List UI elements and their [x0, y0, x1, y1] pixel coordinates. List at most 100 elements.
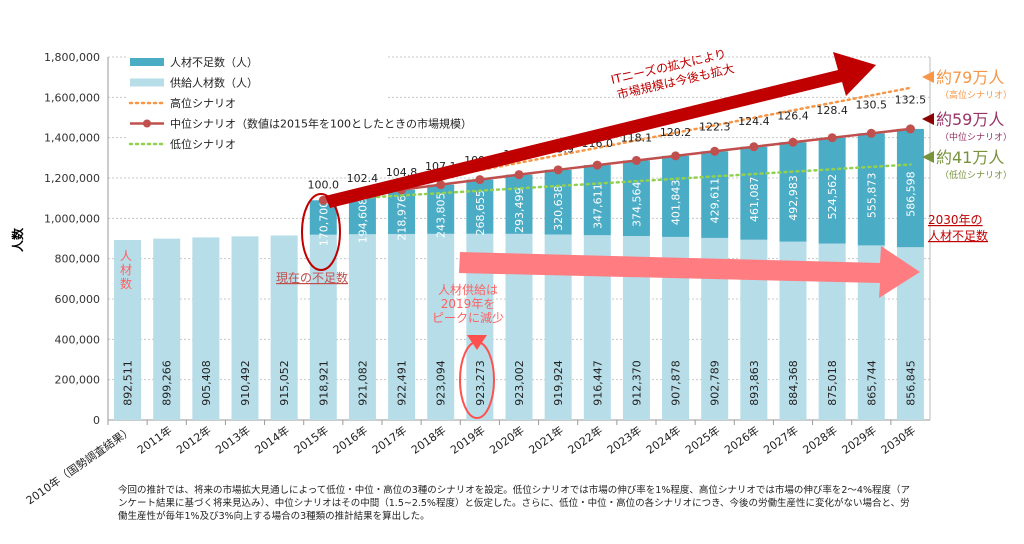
people-count-label: 人 [120, 249, 132, 263]
supply-bar [153, 238, 181, 420]
shortage-bar [701, 151, 729, 238]
shortage-bar [662, 155, 690, 237]
shortage-label: 194,608 [356, 198, 369, 244]
market-index-label: 128.4 [816, 104, 848, 117]
shortage-label: 374,564 [630, 181, 643, 227]
scenario-sub-label: （高位シナリオ） [940, 89, 1012, 101]
supply-label: 923,273 [474, 360, 487, 406]
current-shortage-label: 現在の不足数 [276, 270, 348, 285]
x-tick-label: 2030年 [878, 423, 918, 457]
shortage-label: 461,087 [748, 176, 761, 222]
shortage-label: 218,976 [396, 195, 409, 241]
y-tick-label: 1,000,000 [44, 212, 100, 225]
x-tick-label: 2018年 [408, 423, 448, 457]
x-tick-label: 2012年 [174, 423, 214, 457]
supply-peak-label: 人材供給は [438, 283, 498, 297]
supply-peak-label: ピークに減少 [432, 310, 504, 325]
scenario-value-label: 約41万人 [936, 148, 1004, 167]
supply-label: 907,878 [670, 360, 683, 406]
footnote: 今回の推計では、将来の市場拡大見通しによって低位・中位・高位の3種のシナリオを設… [118, 485, 910, 522]
y-tick-label: 600,000 [55, 293, 101, 306]
mid-scenario-marker [592, 160, 602, 170]
supply-label: 905,408 [200, 360, 213, 406]
legend-label: 低位シナリオ [170, 137, 236, 151]
supply-bar [192, 237, 220, 420]
mid-scenario-marker [553, 165, 563, 175]
shortage-label: 293,499 [513, 188, 526, 234]
market-index-label: 122.3 [699, 120, 731, 133]
shortage-2030-label-2: 人材不足数 [928, 228, 988, 243]
legend-marker [143, 119, 151, 128]
scenario-sub-label: （中位シナリオ） [940, 131, 1012, 143]
x-tick-label: 2028年 [800, 423, 840, 457]
supply-bar [388, 233, 416, 420]
shortage-bar [583, 165, 611, 236]
mid-scenario-marker [436, 180, 446, 190]
shortage-bar [388, 189, 416, 234]
scenario-value-label: 約79万人 [936, 68, 1004, 87]
x-tick-label: 2019年 [448, 423, 488, 457]
people-count-label: 数 [120, 276, 132, 291]
x-tick-label: 2015年 [291, 423, 331, 457]
mid-scenario-line [323, 127, 911, 202]
shortage-bar [622, 160, 650, 237]
market-index-label: 132.5 [895, 93, 927, 106]
high-scenario-line [322, 86, 912, 202]
shortage-label: 347,611 [591, 183, 604, 229]
y-tick-label: 1,600,000 [44, 91, 100, 104]
supply-label: 923,002 [513, 360, 526, 406]
shortage-bar [740, 146, 768, 240]
shortage-label: 429,611 [709, 178, 722, 224]
market-index-label: 130.5 [856, 99, 888, 112]
x-tick-label: 2020年 [487, 423, 527, 457]
supply-bar [231, 236, 259, 420]
legend-label: 人材不足数（人） [170, 55, 258, 69]
supply-label: 893,863 [748, 360, 761, 406]
supply-label: 919,924 [552, 360, 565, 406]
shortage-bar [779, 142, 807, 242]
x-tick-label: 2024年 [643, 423, 683, 457]
supply-label: 899,266 [161, 360, 174, 406]
supply-label: 884,368 [787, 360, 800, 406]
market-index-label: 102.4 [347, 172, 379, 185]
legend-swatch [130, 58, 164, 66]
legend-label: 中位シナリオ（数値は2015年を100としたときの市場規模） [170, 117, 472, 131]
x-tick-label: 2029年 [839, 423, 879, 457]
supply-bar [270, 235, 298, 420]
shortage-bar [466, 179, 494, 234]
y-tick-label: 200,000 [55, 374, 101, 387]
x-tick-label: 2022年 [565, 423, 605, 457]
mid-scenario-marker [710, 146, 720, 156]
y-tick-label: 400,000 [55, 333, 101, 346]
pointer-icon [922, 113, 934, 125]
y-tick-label: 800,000 [55, 253, 101, 266]
shortage-label: 401,843 [670, 180, 683, 226]
supply-label: 923,094 [435, 360, 448, 406]
supply-label: 922,491 [396, 360, 409, 406]
shortage-bar [505, 174, 533, 234]
supply-bar [427, 233, 455, 420]
supply-label: 918,921 [317, 360, 330, 406]
scenario-sub-label: （低位シナリオ） [940, 169, 1012, 181]
shortage-label: 268,655 [474, 190, 487, 236]
shortage-label: 492,983 [787, 175, 800, 221]
mid-scenario-marker [475, 175, 485, 185]
supply-bar [309, 234, 337, 420]
x-tick-label: 2011年 [134, 423, 174, 457]
mid-scenario-marker [827, 133, 837, 143]
market-growth-arrow [325, 52, 876, 208]
mid-scenario-marker [514, 170, 524, 180]
mid-scenario-marker [866, 128, 876, 138]
market-index-label: 126.4 [777, 109, 809, 122]
shortage-label: 524,562 [826, 174, 839, 220]
x-tick-label: 2013年 [213, 423, 253, 457]
supply-label: 921,082 [356, 360, 369, 406]
supply-bar [114, 240, 142, 420]
shortage-bar [896, 128, 924, 248]
supply-label: 902,789 [709, 360, 722, 406]
mid-scenario-marker [788, 137, 798, 147]
supply-label: 915,052 [278, 360, 291, 406]
x-tick-label: 2016年 [330, 423, 370, 457]
